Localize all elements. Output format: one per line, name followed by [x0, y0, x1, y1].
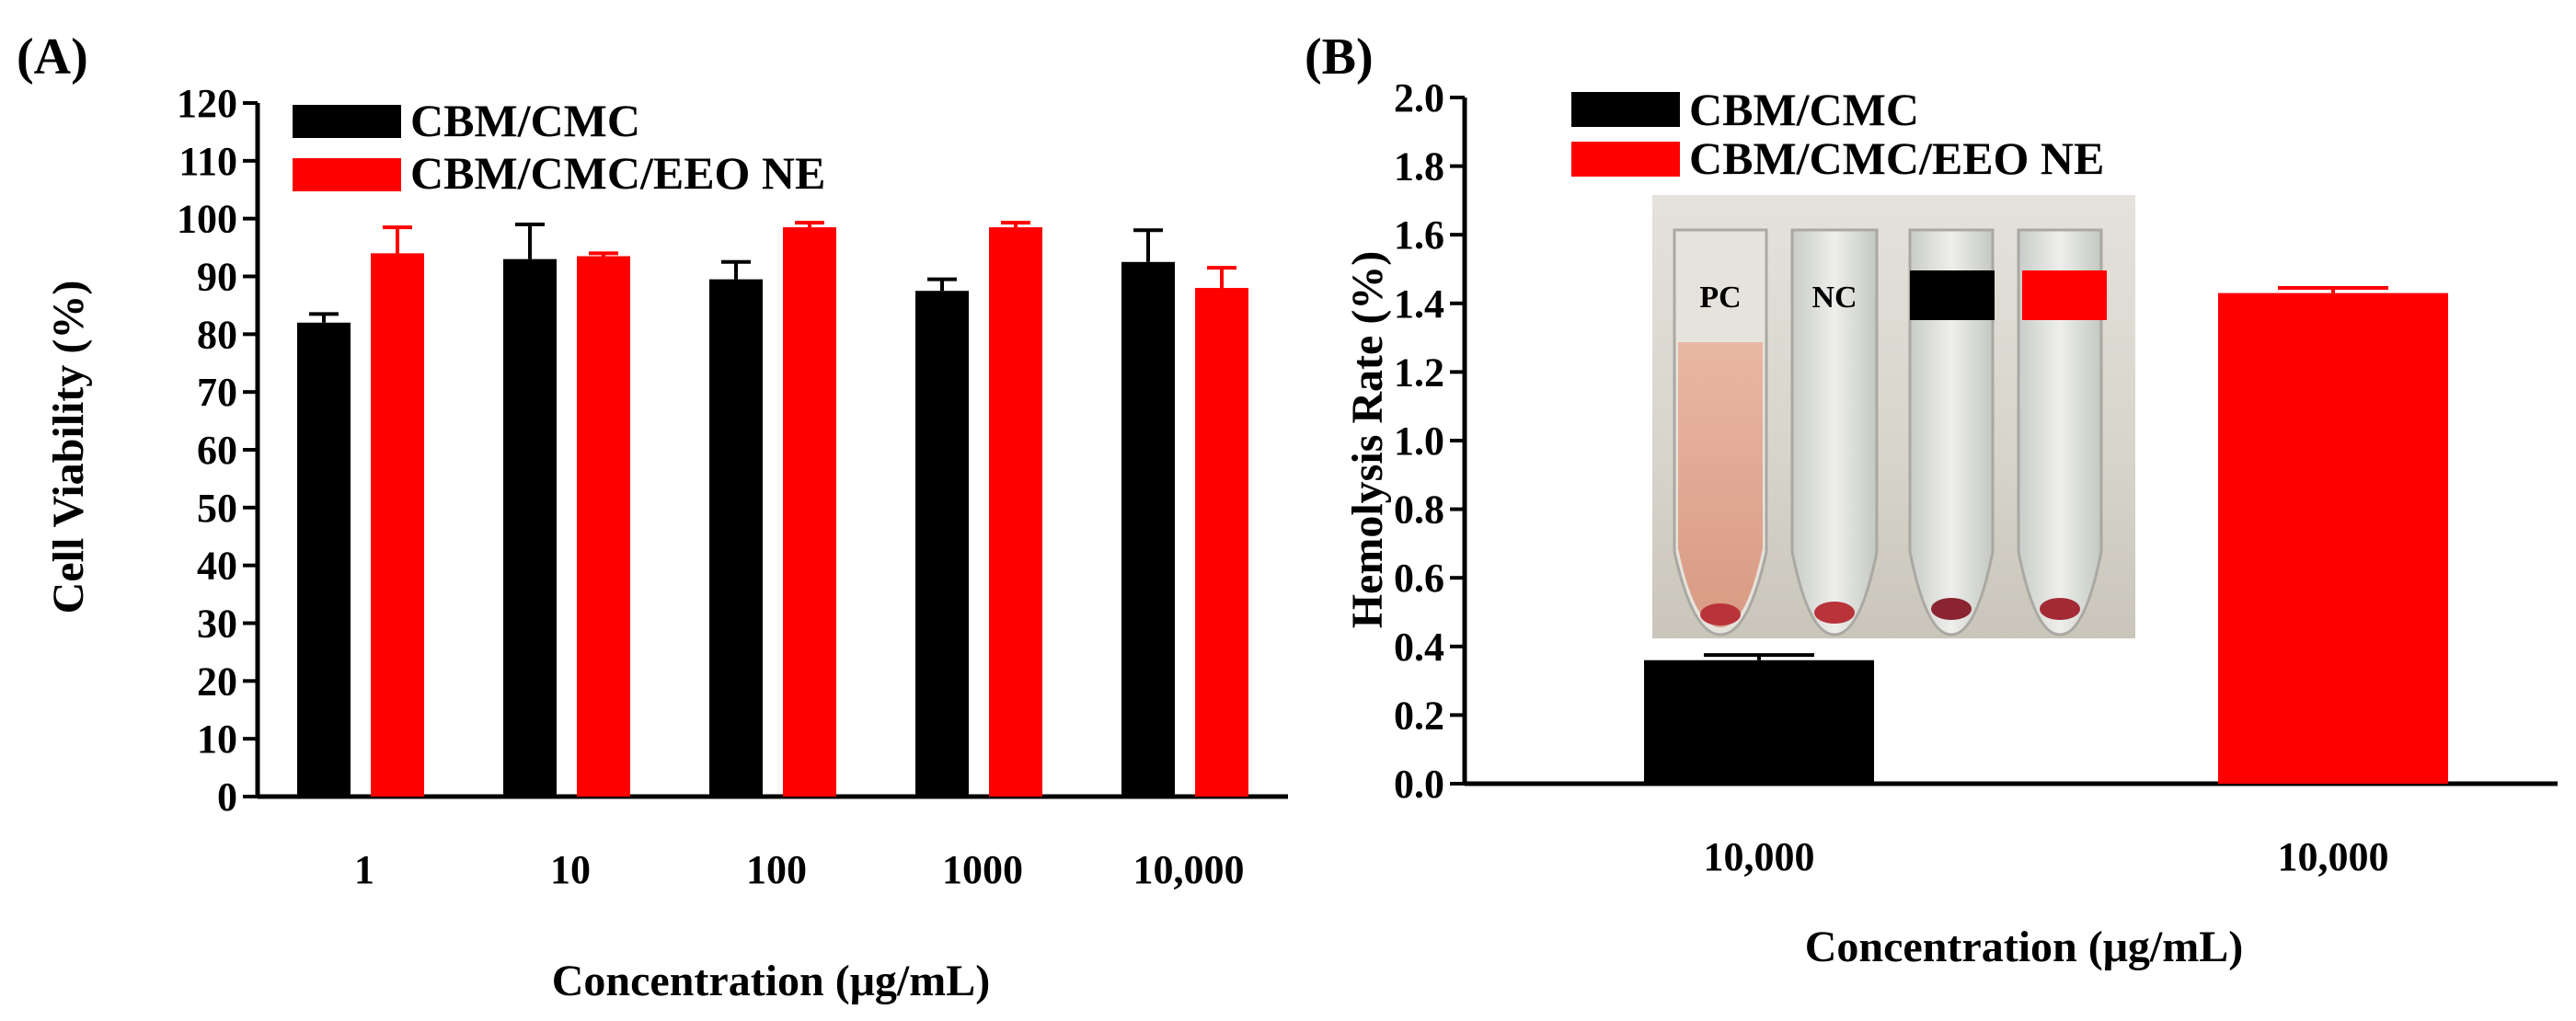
y-tick-label: 100: [177, 197, 237, 242]
panel-b-legend: CBM/CMC CBM/CMC/EEO NE: [1571, 84, 2104, 184]
x-tick-label: 10: [550, 847, 591, 892]
y-tick-label: 0.4: [1394, 625, 1444, 670]
y-tick-label: 40: [197, 544, 237, 589]
y-tick-label: 0.0: [1394, 762, 1444, 807]
x-tick-label: 1: [354, 847, 374, 892]
y-tick-label: 1.4: [1394, 281, 1444, 327]
tube-cbm-cmc-eeo-ne: [2017, 228, 2103, 637]
y-tick-label: 10: [197, 717, 237, 762]
panel-b-x-axis-title: Concentration (μg/mL): [1805, 923, 2243, 971]
x-tick-label: 10,000: [2278, 834, 2389, 879]
legend-swatch-cbm-cmc-eeo-ne: [1571, 142, 1680, 177]
y-tick-label: 20: [197, 659, 237, 704]
y-tick-label: 110: [178, 139, 237, 184]
bar-cbm-cmc-eeo-ne-10000: [2218, 293, 2448, 784]
legend-swatch-cbm-cmc: [1571, 92, 1680, 127]
panel-a-label: (A): [17, 29, 88, 86]
tube-pc: [1673, 228, 1768, 637]
bar-cbm-cmc-1: [503, 258, 557, 797]
tube-marker-black: [1910, 270, 1995, 320]
y-tick-label: 80: [197, 312, 237, 357]
bar-cbm-cmc-eeo-ne-2: [783, 227, 836, 797]
x-tick-label: 100: [746, 847, 807, 892]
legend-swatch-cbm-cmc-eeo-ne: [293, 158, 401, 191]
bar-cbm-cmc-2: [709, 279, 763, 797]
tube-marker-red: [2022, 270, 2107, 320]
legend-label-cbm-cmc-eeo-ne: CBM/CMC/EEO NE: [1689, 132, 2104, 184]
panel-a-y-axis-title: Cell Viability (%): [44, 281, 93, 614]
panel-b-bars: 10,000 10,000: [1644, 286, 2448, 879]
panel-a-bars: 1 10 100 1000 10,000: [297, 221, 1248, 892]
hemolysis-tube-photo: PC NC: [1652, 195, 2135, 638]
bar-cbm-cmc-0: [297, 322, 351, 797]
tube-label-nc: NC: [1811, 281, 1857, 315]
y-tick-label: 2.0: [1394, 75, 1444, 120]
bar-cbm-cmc-10000: [1644, 660, 1874, 784]
bar-cbm-cmc-eeo-ne-4: [1195, 288, 1248, 797]
y-tick-label: 1.2: [1394, 350, 1444, 395]
y-tick-label: 1.6: [1394, 212, 1444, 258]
y-tick-label: 90: [197, 255, 237, 300]
tube-label-pc: PC: [1699, 281, 1741, 315]
bar-cbm-cmc-eeo-ne-1: [577, 256, 630, 797]
legend-label-cbm-cmc: CBM/CMC: [410, 95, 640, 146]
legend-swatch-cbm-cmc: [293, 105, 401, 138]
y-tick-label: 60: [197, 428, 237, 473]
y-tick-label: 1.8: [1394, 144, 1444, 189]
legend-label-cbm-cmc-eeo-ne: CBM/CMC/EEO NE: [410, 147, 825, 199]
x-tick-label: 10,000: [1704, 834, 1815, 879]
bar-cbm-cmc-4: [1121, 261, 1175, 797]
panel-a-axes: 0 10 20 30 40 50 60 70 80 90 100 110 120: [177, 81, 1288, 820]
legend-label-cbm-cmc: CBM/CMC: [1689, 84, 1919, 135]
y-tick-label: 1.0: [1394, 419, 1444, 464]
bar-cbm-cmc-eeo-ne-0: [371, 253, 424, 797]
bar-cbm-cmc-3: [915, 291, 969, 797]
y-tick-label: 0.2: [1394, 693, 1444, 738]
y-tick-label: 50: [197, 486, 237, 531]
y-tick-label: 70: [197, 370, 237, 415]
y-tick-label: 0: [217, 774, 237, 820]
x-tick-label: 10,000: [1133, 847, 1245, 892]
x-tick-label: 1000: [942, 847, 1023, 892]
tube-nc: [1790, 228, 1879, 637]
y-tick-label: 0.6: [1394, 556, 1444, 601]
panel-a-legend: CBM/CMC CBM/CMC/EEO NE: [293, 95, 825, 199]
y-tick-label: 30: [197, 602, 237, 647]
tube-cbm-cmc: [1908, 228, 1995, 637]
y-tick-label: 0.8: [1394, 488, 1444, 533]
panel-b-y-axis-title: Hemolysis Rate (%): [1343, 251, 1392, 629]
panel-a-x-axis-title: Concentration (μg/mL): [552, 957, 990, 1005]
panel-b-label: (B): [1305, 29, 1374, 86]
y-tick-label: 120: [177, 81, 237, 126]
panel-b: (B) 0.0 0.2 0.4 0.6 0.8 1.0 1.2 1.4 1.6 1.8 2.0: [1305, 29, 2558, 971]
bar-cbm-cmc-eeo-ne-3: [989, 227, 1042, 797]
